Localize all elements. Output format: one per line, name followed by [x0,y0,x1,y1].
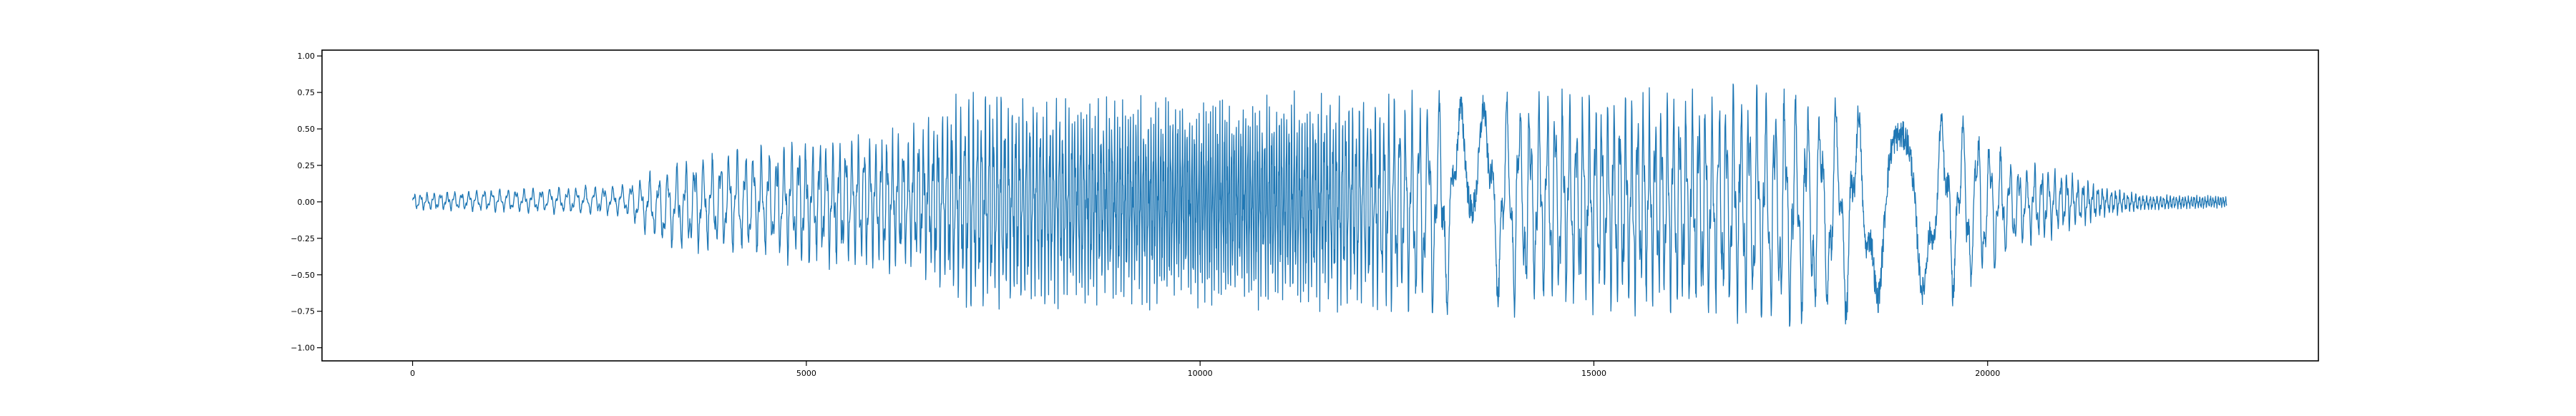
y-tick-label: −0.50 [291,271,315,280]
y-tick-label: −0.25 [291,234,315,243]
x-tick-label: 10000 [1188,369,1213,378]
plot-frame [321,49,2319,362]
x-tick-label: 20000 [1975,369,2000,378]
y-tick-label: 0.50 [298,125,316,134]
x-tick-label: 15000 [1581,369,1606,378]
x-tick-label: 0 [410,369,415,378]
y-tick-label: 0.75 [298,88,316,97]
y-tick-label: 1.00 [298,52,316,61]
waveform-series-line [411,83,2228,327]
y-tick-label: −0.75 [291,307,315,316]
x-tick-label: 5000 [796,369,816,378]
y-tick-label: −1.00 [291,344,315,353]
y-tick-label: 0.25 [298,161,316,170]
y-tick-label: 0.00 [298,198,316,207]
